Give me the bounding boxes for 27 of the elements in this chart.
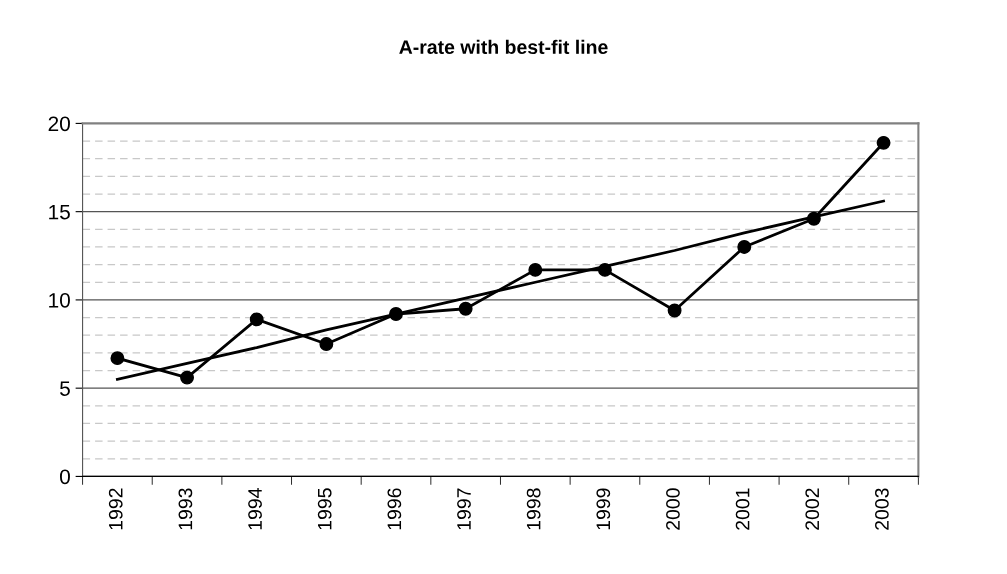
x-tick-label: 2002 <box>805 488 820 530</box>
point <box>458 301 473 316</box>
x-tick-label: 2003 <box>875 488 889 530</box>
x-tick-label: 2000 <box>666 488 680 530</box>
point <box>110 351 125 366</box>
x-tick-label: 1995 <box>317 488 332 530</box>
x-tick-label: 1999 <box>596 488 611 530</box>
x-tick-label: 1998 <box>526 488 541 530</box>
point <box>528 262 543 277</box>
x-tick-label: 1993 <box>178 488 193 530</box>
y-tick-label: 20 <box>48 116 70 132</box>
x-tick-label: 1996 <box>387 488 402 530</box>
point <box>876 135 891 150</box>
chart-title: A-rate with best-fit line <box>399 39 608 55</box>
x-tick-label: 1994 <box>248 488 262 530</box>
point <box>180 370 194 385</box>
point <box>249 312 264 327</box>
x-tick-label: 1997 <box>457 488 471 530</box>
y-tick-label: 10 <box>49 292 70 308</box>
y-tick-label: 0 <box>60 469 70 485</box>
y-tick-label: 15 <box>49 204 70 220</box>
point <box>319 337 334 351</box>
y-tick-label: 5 <box>60 381 70 396</box>
point <box>667 303 682 318</box>
x-tick-label: 2001 <box>735 488 750 530</box>
x-tick-label: 1992 <box>108 488 123 530</box>
point <box>737 240 752 254</box>
